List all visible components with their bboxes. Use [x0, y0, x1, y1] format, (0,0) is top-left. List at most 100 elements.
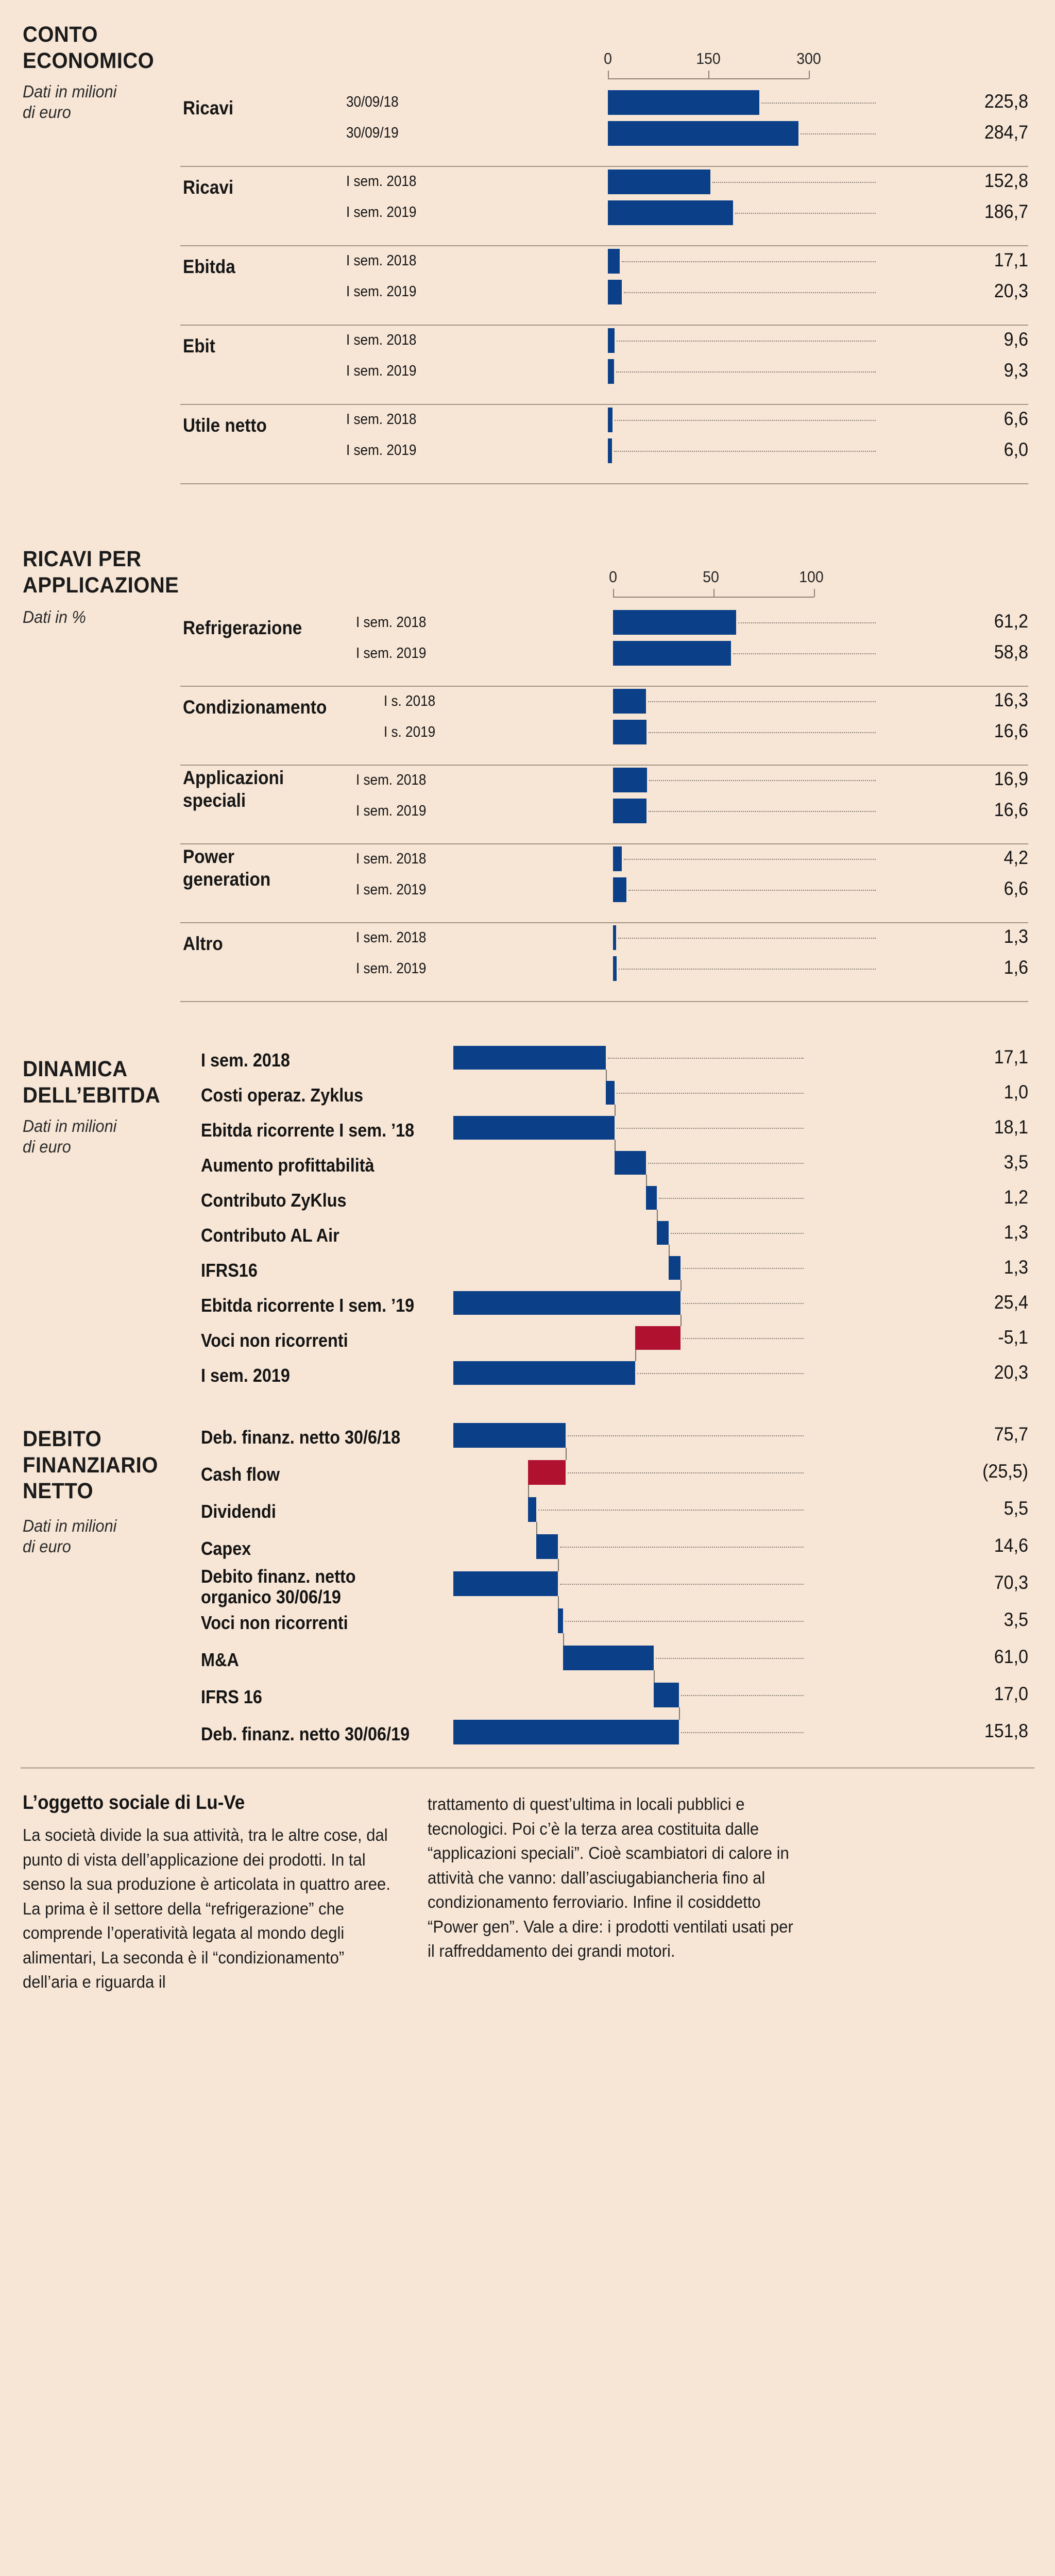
value-label: 75,7	[994, 1423, 1028, 1445]
waterfall-label: Deb. finanz. netto 30/6/18	[201, 1427, 401, 1448]
waterfall-bar	[646, 1186, 657, 1210]
waterfall-connector	[558, 1559, 559, 1571]
waterfall-label: I sem. 2019	[201, 1365, 290, 1386]
waterfall-label: Dividendi	[201, 1501, 276, 1522]
period-label: I sem. 2019	[356, 882, 427, 898]
waterfall-label: Contributo AL Air	[201, 1225, 339, 1246]
section-title-conto-economico: CONTO ECONOMICO	[23, 22, 155, 73]
waterfall-bar	[669, 1256, 680, 1280]
group-divider	[180, 1001, 1028, 1002]
period-label: I sem. 2018	[346, 411, 417, 428]
leader-line	[560, 1547, 804, 1548]
bar	[613, 689, 646, 714]
waterfall-connector	[615, 1140, 616, 1151]
bar	[608, 170, 710, 194]
leader-line	[648, 701, 876, 702]
section-title-dinamica-ebitda: DINAMICA DELL’EBITDA	[23, 1057, 161, 1108]
waterfall-label: Voci non ricorrenti	[201, 1330, 348, 1351]
waterfall-connector	[669, 1245, 670, 1256]
group-divider	[180, 245, 1028, 246]
waterfall-connector	[680, 1315, 682, 1326]
bar	[608, 359, 614, 384]
leader-line	[735, 213, 876, 214]
axis-tick-label-100: 100	[799, 568, 824, 586]
group-label-ebitda: Ebitda	[183, 256, 235, 277]
value-label: 6,6	[1003, 408, 1028, 429]
bar	[613, 610, 736, 635]
waterfall-label: Deb. finanz. netto 30/06/19	[201, 1723, 410, 1744]
period-label: I sem. 2018	[356, 614, 427, 631]
group-divider	[180, 922, 1028, 923]
period-label: 30/09/18	[346, 94, 399, 110]
bar	[613, 720, 646, 744]
footer-title: L’oggetto sociale di Lu-Ve	[23, 1792, 245, 1814]
group-divider	[180, 483, 1028, 484]
leader-line	[649, 811, 876, 812]
waterfall-bar-negative	[528, 1460, 566, 1485]
footer-divider	[21, 1767, 1034, 1769]
waterfall-label: IFRS16	[201, 1260, 258, 1281]
leader-line	[656, 1658, 804, 1659]
waterfall-label: Debito finanz. netto organico 30/06/19	[201, 1566, 356, 1608]
leader-line	[624, 859, 876, 860]
leader-line	[624, 292, 876, 293]
leader-line	[628, 890, 876, 891]
bar	[613, 641, 731, 666]
value-label: 16,6	[994, 720, 1028, 741]
value-label: -5,1	[998, 1327, 1028, 1348]
leader-line	[649, 732, 876, 733]
value-label: 225,8	[984, 91, 1028, 112]
section-subtitle-dinamica-ebitda: Dati in milioni di euro	[23, 1116, 117, 1157]
group-divider	[180, 765, 1028, 766]
section-subtitle-debito-finanziario: Dati in milioni di euro	[23, 1516, 117, 1556]
waterfall-bar	[657, 1221, 669, 1245]
value-label: 61,0	[994, 1646, 1028, 1667]
bar	[608, 280, 622, 304]
value-label: 70,3	[994, 1572, 1028, 1593]
leader-line	[801, 133, 876, 134]
bar	[613, 799, 646, 823]
waterfall-connector	[680, 1280, 682, 1291]
axis-line-section2	[613, 597, 814, 598]
waterfall-bar	[453, 1571, 558, 1596]
leader-line	[637, 1373, 804, 1374]
period-label: I sem. 2018	[356, 929, 427, 946]
group-label-applicazioni-speciali: Applicazioni speciali	[183, 767, 284, 811]
group-label-utile-netto: Utile netto	[183, 415, 267, 436]
waterfall-label: Cash flow	[201, 1464, 280, 1485]
value-label: 25,4	[994, 1292, 1028, 1313]
waterfall-connector	[654, 1670, 655, 1683]
section-subtitle-ricavi-applicazione: Dati in %	[23, 607, 86, 626]
section-subtitle-conto-economico: Dati in milioni di euro	[23, 82, 117, 122]
period-label: I s. 2018	[384, 693, 436, 709]
value-label: 1,2	[1003, 1187, 1028, 1208]
period-label: I sem. 2018	[356, 772, 427, 788]
waterfall-bar	[563, 1646, 654, 1670]
value-label: 17,0	[994, 1683, 1028, 1704]
group-divider	[180, 686, 1028, 687]
section-title-debito-finanziario: DEBITO FINANZIARIO NETTO	[23, 1427, 158, 1504]
waterfall-label: IFRS 16	[201, 1686, 262, 1707]
waterfall-connector	[615, 1105, 616, 1116]
value-label: 9,6	[1003, 329, 1028, 350]
value-label: 14,6	[994, 1535, 1028, 1556]
axis-tick-label-150: 150	[696, 49, 721, 67]
value-label: 58,8	[994, 641, 1028, 663]
bar	[613, 956, 617, 981]
leader-line	[648, 1163, 804, 1164]
footer-column-1: La società divide la sua attività, tra l…	[23, 1825, 390, 1992]
value-label: 6,6	[1003, 878, 1028, 899]
group-label-ricavi-9m: Ricavi	[183, 97, 234, 118]
waterfall-bar	[654, 1683, 679, 1707]
waterfall-connector	[657, 1210, 658, 1221]
value-label: 151,8	[984, 1720, 1028, 1741]
value-label: 4,2	[1003, 847, 1028, 868]
waterfall-connector	[563, 1633, 564, 1646]
group-label-condizionamento: Condizionamento	[183, 697, 327, 718]
leader-line	[616, 371, 876, 372]
leader-line	[738, 622, 876, 623]
leader-line	[617, 1128, 804, 1129]
bar	[608, 200, 733, 225]
axis-tick-150	[708, 71, 709, 79]
axis-tick-100	[814, 589, 815, 597]
